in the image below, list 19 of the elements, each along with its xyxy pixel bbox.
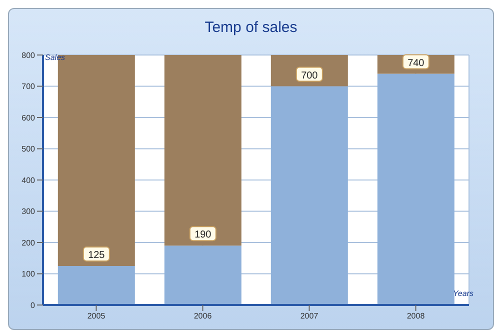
data-label: 700 (301, 70, 318, 82)
y-tick-label: 300 (22, 207, 36, 216)
y-tick-label: 800 (22, 50, 36, 60)
x-tick-label: 2007 (300, 312, 319, 321)
y-tick-label: 700 (22, 82, 36, 92)
chart-title: Temp of sales (204, 18, 298, 38)
y-tick-label: 0 (30, 300, 36, 310)
data-label: 125 (88, 250, 106, 261)
data-label: 190 (194, 230, 212, 241)
y-tick-label: 200 (22, 238, 36, 248)
x-tick-label: 2005 (87, 312, 106, 321)
y-tick-label: 400 (22, 176, 36, 185)
x-tick-label: 2008 (406, 312, 426, 321)
x-axis-title: Years (453, 289, 474, 298)
y-tick-label: 100 (22, 270, 36, 279)
y-tick-label: 500 (22, 144, 36, 154)
y-tick-label: 600 (22, 113, 36, 122)
x-tick-label: 2006 (194, 312, 212, 321)
data-label: 740 (408, 58, 425, 69)
